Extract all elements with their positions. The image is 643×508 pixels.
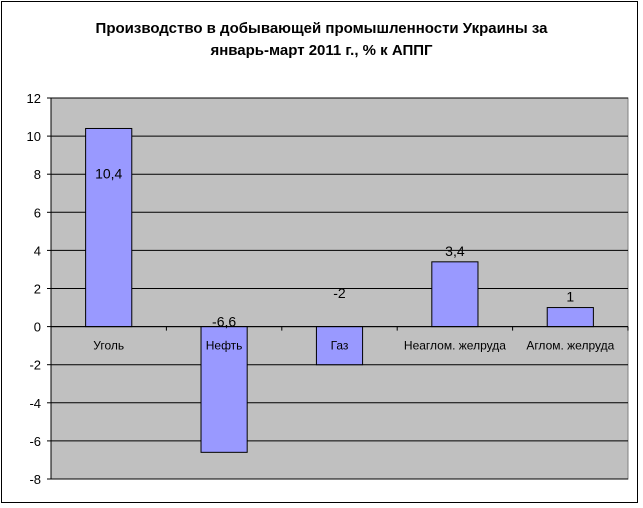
y-tick-label: 4 — [34, 243, 41, 258]
data-label: 3,4 — [445, 243, 465, 259]
data-label: -2 — [333, 285, 346, 301]
data-label: -6,6 — [212, 314, 236, 330]
y-tick-label: 12 — [27, 91, 41, 106]
chart-title: Производство в добывающей промышленности… — [0, 18, 643, 62]
y-tick-label: -4 — [29, 396, 41, 411]
chart-title-line1: Производство в добывающей промышленности… — [95, 20, 548, 37]
y-tick-label: -6 — [29, 434, 41, 449]
y-tick-label: -8 — [29, 472, 41, 487]
bar — [546, 307, 594, 328]
y-tick-label: 0 — [34, 320, 41, 335]
bar — [315, 326, 364, 366]
chart-title-line2: январь-март 2011 г., % к АППГ — [210, 42, 433, 59]
data-label: 10,4 — [95, 165, 122, 181]
data-label: 1 — [566, 289, 574, 305]
y-tick-label: 8 — [34, 167, 41, 182]
category-label: Неаглом. желруда — [404, 339, 506, 353]
y-tick-label: 6 — [34, 205, 41, 220]
category-label: Нефть — [206, 339, 243, 353]
bar — [85, 127, 133, 328]
bar — [431, 261, 479, 328]
category-label: Аглом. желруда — [526, 339, 614, 353]
category-label: Газ — [331, 339, 349, 353]
y-tick-label: 2 — [34, 282, 41, 297]
category-label: Уголь — [93, 339, 124, 353]
y-tick-label: 10 — [27, 129, 41, 144]
y-tick-label: -2 — [29, 358, 41, 373]
